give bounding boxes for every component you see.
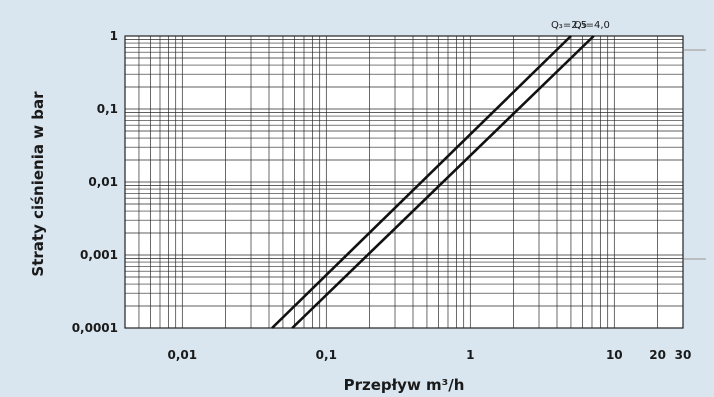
- x-tick-label-1: 0,1: [316, 348, 337, 362]
- y-tick-label-2: 0,01: [88, 175, 118, 189]
- y-tick-label-3: 0,001: [80, 248, 118, 262]
- series-line-1: [291, 35, 595, 329]
- x-axis-title: Przepływ m³/h: [344, 376, 465, 394]
- plot-frame: [124, 35, 684, 329]
- series-labels: Q₃=2,5Q₃=4,0: [551, 20, 610, 31]
- y-tick-labels: 1 0,1 0,01 0,001 0,0001: [72, 29, 118, 335]
- x-tick-label-2: 1: [466, 348, 474, 362]
- y-tick-label-0: 1: [110, 29, 118, 43]
- y-axis-title: Straty ciśnienia w bar: [29, 91, 47, 277]
- x-tick-label-4: 20: [649, 348, 666, 362]
- x-tick-label-3: 10: [606, 348, 623, 362]
- y-tick-label-1: 0,1: [97, 102, 118, 116]
- x-tick-labels: 0,01 0,1 1 10 20 30: [167, 348, 691, 362]
- series-label-1: Q₃=4,0: [574, 20, 610, 31]
- series-line-0: [271, 35, 572, 329]
- series-label-0: Q₃=2,5: [551, 20, 587, 31]
- grid: [124, 35, 684, 329]
- x-tick-label-5: 30: [675, 348, 692, 362]
- y-tick-label-4: 0,0001: [72, 321, 118, 335]
- x-tick-label-0: 0,01: [167, 348, 197, 362]
- series-lines: [271, 35, 595, 329]
